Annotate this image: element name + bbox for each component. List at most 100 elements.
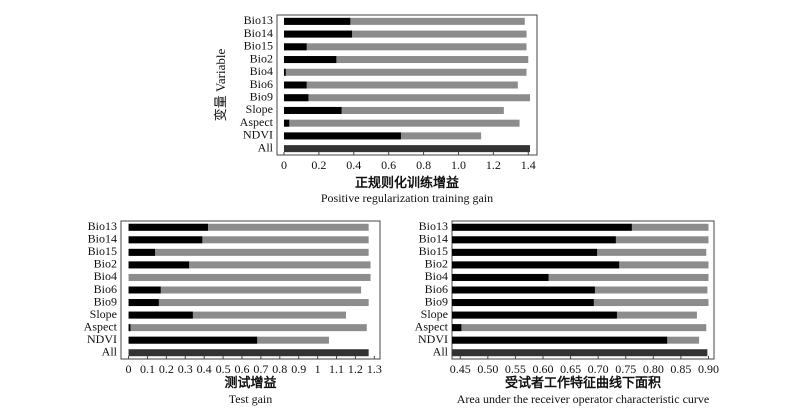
bar [452, 261, 620, 269]
bar [128, 223, 208, 231]
x-axis-title: 受试者工作特征曲线下面积 [505, 375, 661, 390]
bar [283, 106, 342, 114]
bar [128, 236, 203, 244]
y-tick-label: Bio2 [250, 51, 273, 65]
y-tick-label: Slope [246, 102, 273, 116]
x-tick-label: 0.50 [477, 362, 498, 376]
x-tick-label: 0.6 [234, 362, 249, 376]
bar [128, 261, 190, 269]
x-axis-title: 正规则化训练增益 [355, 175, 459, 190]
bar [283, 119, 290, 127]
x-tick-label: 0.85 [670, 362, 691, 376]
bar [452, 273, 709, 281]
x-tick-label: 0.80 [643, 362, 664, 376]
x-tick-label: 0.4 [346, 158, 361, 172]
x-tick-label: 1.4 [521, 158, 536, 172]
x-tick-label: 0 [281, 158, 287, 172]
y-axis-title: 变量 Variable [213, 48, 228, 121]
bar [452, 273, 549, 281]
bar [283, 30, 353, 38]
bar [128, 311, 193, 319]
y-tick-label: Bio15 [88, 244, 117, 258]
bar [283, 17, 351, 25]
bar [128, 324, 367, 332]
x-tick-label: 1 [315, 362, 321, 376]
y-tick-label: Aspect [240, 115, 274, 129]
bar [452, 336, 668, 344]
x-axis-subtitle: Test gain [229, 392, 272, 406]
x-tick-label: 0.90 [698, 362, 719, 376]
y-tick-label: Bio6 [250, 77, 273, 91]
x-tick-label: 0.70 [588, 362, 609, 376]
bar [283, 68, 286, 76]
bar [128, 286, 362, 294]
x-tick-label: 0.3 [178, 362, 193, 376]
x-tick-label: 0.9 [291, 362, 306, 376]
bar [128, 311, 346, 319]
y-tick-label: All [102, 344, 118, 358]
bar [452, 286, 595, 294]
bar [128, 299, 369, 307]
y-tick-label: Bio14 [419, 232, 448, 246]
x-tick-label: 0.75 [615, 362, 636, 376]
y-tick-label: Bio2 [425, 257, 448, 271]
y-tick-label: Bio4 [250, 64, 273, 78]
bar [128, 299, 159, 307]
bar [452, 236, 616, 244]
x-tick-label: 0.7 [253, 362, 268, 376]
plot-frame [276, 14, 538, 156]
bar [128, 324, 131, 332]
bar [452, 311, 617, 319]
bar [283, 94, 309, 102]
plot-frame [120, 220, 381, 360]
bar [283, 43, 527, 51]
bar [283, 68, 527, 76]
bar [128, 223, 369, 231]
x-tick-label: 0.6 [381, 158, 396, 172]
y-tick-label: Bio9 [94, 294, 117, 308]
y-tick-label: Slope [421, 307, 448, 321]
x-axis-subtitle: Area under the receiver operator charact… [457, 392, 710, 406]
y-tick-label: Bio14 [88, 232, 117, 246]
y-tick-label: Bio6 [94, 282, 117, 296]
bar [283, 56, 337, 64]
bar [128, 248, 156, 256]
bar [283, 81, 518, 89]
y-tick-label: Bio14 [244, 26, 273, 40]
x-tick-label: 0.1 [140, 362, 155, 376]
y-tick-label: NDVI [87, 332, 117, 346]
bar [283, 132, 401, 140]
x-tick-label: 0.65 [560, 362, 581, 376]
bar [128, 349, 369, 357]
bar [128, 236, 369, 244]
x-tick-label: 1.2 [486, 158, 501, 172]
x-tick-label: 1.2 [348, 362, 363, 376]
bar [452, 299, 594, 307]
y-tick-label: Bio13 [244, 13, 273, 27]
bar [452, 223, 632, 231]
x-axis-title: 测试增益 [224, 375, 276, 390]
bar [283, 30, 527, 38]
x-tick-label: 0.5 [216, 362, 231, 376]
y-tick-label: All [258, 140, 274, 154]
bar [128, 286, 161, 294]
y-tick-label: NDVI [243, 128, 273, 142]
y-tick-label: NDVI [418, 332, 448, 346]
x-tick-label: 0.55 [505, 362, 526, 376]
x-tick-label: 0.8 [272, 362, 287, 376]
x-tick-label: 0.60 [533, 362, 554, 376]
bar [452, 349, 708, 357]
bar [283, 81, 307, 89]
y-tick-label: Aspect [415, 319, 449, 333]
x-tick-label: 0 [126, 362, 132, 376]
x-tick-label: 1.3 [367, 362, 382, 376]
bar [283, 43, 307, 51]
bar [283, 106, 504, 114]
bar [128, 336, 258, 344]
y-tick-label: Bio9 [425, 294, 448, 308]
bar [452, 324, 707, 332]
y-tick-label: Bio4 [425, 269, 448, 283]
bar [283, 94, 531, 102]
